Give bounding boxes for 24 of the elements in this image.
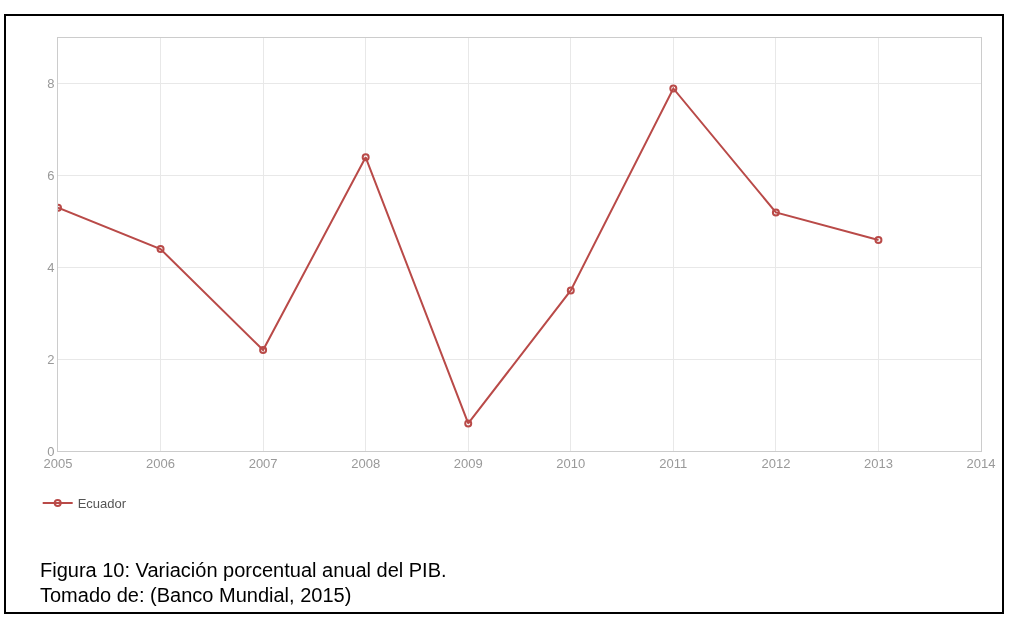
point — [464, 419, 473, 428]
point — [874, 235, 883, 244]
x-tick-label: 2006 — [146, 455, 176, 471]
text: Tomado de: (Banco Mundial, 2015) — [40, 583, 353, 608]
y-tick-label: 8 — [47, 76, 55, 92]
x-tick-label: 2009 — [453, 455, 483, 471]
point — [771, 208, 780, 217]
x-tick-label: 2010 — [556, 455, 586, 471]
point — [361, 153, 370, 162]
point — [566, 286, 575, 295]
text: Figura 10: Variación porcentual anual del PIB. — [40, 558, 447, 583]
x-tick-label: 2008 — [351, 455, 381, 471]
y-tick-label: 4 — [47, 259, 55, 275]
x-tick-label: 2007 — [248, 455, 278, 471]
point — [259, 346, 268, 355]
x-tick-label: 2013 — [863, 455, 893, 471]
y-tick-label: 2 — [47, 351, 55, 367]
x-tick-label: 2012 — [761, 455, 791, 471]
legend-label: Ecuador — [77, 496, 127, 512]
y-tick-label: 6 — [47, 168, 55, 184]
x-tick-label: 2011 — [659, 455, 688, 471]
point — [156, 245, 165, 254]
point — [669, 84, 678, 93]
x-tick-label: 2014 — [966, 455, 996, 471]
